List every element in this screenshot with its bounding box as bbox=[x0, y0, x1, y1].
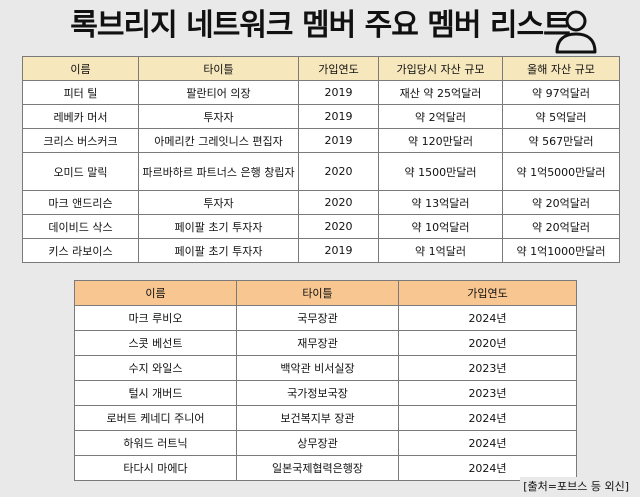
table-cell: 약 20억달러 bbox=[502, 190, 620, 215]
table-cell: 보건복지부 장관 bbox=[236, 405, 399, 431]
table-cell: 약 1500만달러 bbox=[378, 152, 503, 191]
table-cell: 스콧 베선트 bbox=[74, 330, 237, 356]
column-header-title: 타이틀 bbox=[138, 56, 299, 81]
column-header-assets-at-join: 가입당시 자산 규모 bbox=[378, 56, 503, 81]
table-row: 피터 틸 팔란티어 의장 2019 재산 약 25억달러 약 97억달러 bbox=[22, 80, 620, 105]
table-cell: 털시 개버드 bbox=[74, 380, 237, 406]
table-cell: 페이팔 초기 투자자 bbox=[138, 238, 299, 263]
table-cell: 상무장관 bbox=[236, 430, 399, 456]
table-cell: 아메리칸 그레잇니스 편집자 bbox=[138, 128, 299, 153]
table-cell: 데이비드 삭스 bbox=[22, 214, 139, 239]
person-icon bbox=[555, 10, 597, 54]
table-cell: 수지 와일스 bbox=[74, 355, 237, 381]
table-cell: 2020 bbox=[298, 214, 379, 239]
table-cell: 약 5억달러 bbox=[502, 104, 620, 129]
table-cell: 약 97억달러 bbox=[502, 80, 620, 105]
table-row: 타다시 마에다 일본국제협력은행장 2024년 bbox=[74, 455, 577, 481]
table-row: 데이비드 삭스 페이팔 초기 투자자 2020 약 10억달러 약 20억달러 bbox=[22, 214, 620, 239]
table-row: 키스 라보이스 페이팔 초기 투자자 2019 약 1억달러 약 1억1000만… bbox=[22, 238, 620, 263]
table-cell: 약 120만달러 bbox=[378, 128, 503, 153]
table-header-row: 이름 타이틀 가입연도 bbox=[74, 280, 577, 306]
table-cell: 2024년 bbox=[398, 430, 577, 456]
table-cell: 타다시 마에다 bbox=[74, 455, 237, 481]
table-row: 하워드 러트닉 상무장관 2024년 bbox=[74, 430, 577, 456]
table-cell: 파르바하르 파트너스 은행 창립자 bbox=[138, 152, 299, 191]
column-header-join-year: 가입연도 bbox=[298, 56, 379, 81]
column-header-name: 이름 bbox=[22, 56, 139, 81]
table-cell: 로버트 케네디 주니어 bbox=[74, 405, 237, 431]
table-cell: 투자자 bbox=[138, 104, 299, 129]
column-header-assets-this-year: 올해 자산 규모 bbox=[502, 56, 620, 81]
table-cell: 약 13억달러 bbox=[378, 190, 503, 215]
table-cell: 일본국제협력은행장 bbox=[236, 455, 399, 481]
table-row: 스콧 베선트 재무장관 2020년 bbox=[74, 330, 577, 356]
table-cell: 국무장관 bbox=[236, 305, 399, 331]
table-cell: 국가정보국장 bbox=[236, 380, 399, 406]
table-cell: 2024년 bbox=[398, 455, 577, 481]
table-row: 레베카 머서 투자자 2019 약 2억달러 약 5억달러 bbox=[22, 104, 620, 129]
table-row: 로버트 케네디 주니어 보건복지부 장관 2024년 bbox=[74, 405, 577, 431]
table-cell: 팔란티어 의장 bbox=[138, 80, 299, 105]
table-cell: 약 1억5000만달러 bbox=[502, 152, 620, 191]
table-cell: 마크 루비오 bbox=[74, 305, 237, 331]
table-cell: 백악관 비서실장 bbox=[236, 355, 399, 381]
table-cell: 레베카 머서 bbox=[22, 104, 139, 129]
table-header-row: 이름 타이틀 가입연도 가입당시 자산 규모 올해 자산 규모 bbox=[22, 56, 620, 81]
table-cell: 마크 앤드리슨 bbox=[22, 190, 139, 215]
table-cell: 투자자 bbox=[138, 190, 299, 215]
column-header-name: 이름 bbox=[74, 280, 237, 306]
table-cell: 재산 약 25억달러 bbox=[378, 80, 503, 105]
table-cell: 2024년 bbox=[398, 305, 577, 331]
table-cell: 오미드 말릭 bbox=[22, 152, 139, 191]
table-cell: 약 10억달러 bbox=[378, 214, 503, 239]
table-cell: 크리스 버스커크 bbox=[22, 128, 139, 153]
column-header-title: 타이틀 bbox=[236, 280, 399, 306]
table-cell: 약 567만달러 bbox=[502, 128, 620, 153]
table-cell: 2019 bbox=[298, 128, 379, 153]
table-cell: 2019 bbox=[298, 104, 379, 129]
source-note: [출처=포브스 등 외신] bbox=[520, 477, 632, 495]
officials-table: 이름 타이틀 가입연도 마크 루비오 국무장관 2024년 스콧 베선트 재무장… bbox=[74, 280, 577, 481]
table-cell: 2023년 bbox=[398, 380, 577, 406]
table-cell: 약 2억달러 bbox=[378, 104, 503, 129]
page-title: 록브리지 네트워크 멤버 주요 멤버 리스트 bbox=[70, 8, 570, 43]
table-row: 수지 와일스 백악관 비서실장 2023년 bbox=[74, 355, 577, 381]
table-row: 털시 개버드 국가정보국장 2023년 bbox=[74, 380, 577, 406]
table-row: 마크 루비오 국무장관 2024년 bbox=[74, 305, 577, 331]
table-row: 크리스 버스커크 아메리칸 그레잇니스 편집자 2019 약 120만달러 약 … bbox=[22, 128, 620, 153]
table-cell: 2024년 bbox=[398, 405, 577, 431]
table-cell: 2020 bbox=[298, 152, 379, 191]
table-row: 마크 앤드리슨 투자자 2020 약 13억달러 약 20억달러 bbox=[22, 190, 620, 215]
table-cell: 약 20억달러 bbox=[502, 214, 620, 239]
members-table: 이름 타이틀 가입연도 가입당시 자산 규모 올해 자산 규모 피터 틸 팔란티… bbox=[22, 56, 620, 263]
table-cell: 피터 틸 bbox=[22, 80, 139, 105]
column-header-join-year: 가입연도 bbox=[398, 280, 577, 306]
table-cell: 2023년 bbox=[398, 355, 577, 381]
table-cell: 페이팔 초기 투자자 bbox=[138, 214, 299, 239]
table-cell: 2020년 bbox=[398, 330, 577, 356]
table-cell: 2019 bbox=[298, 80, 379, 105]
table-row: 오미드 말릭 파르바하르 파트너스 은행 창립자 2020 약 1500만달러 … bbox=[22, 152, 620, 191]
table-cell: 키스 라보이스 bbox=[22, 238, 139, 263]
table-cell: 약 1억달러 bbox=[378, 238, 503, 263]
table-cell: 하워드 러트닉 bbox=[74, 430, 237, 456]
table-cell: 약 1억1000만달러 bbox=[502, 238, 620, 263]
table-cell: 재무장관 bbox=[236, 330, 399, 356]
table-cell: 2020 bbox=[298, 190, 379, 215]
table-cell: 2019 bbox=[298, 238, 379, 263]
